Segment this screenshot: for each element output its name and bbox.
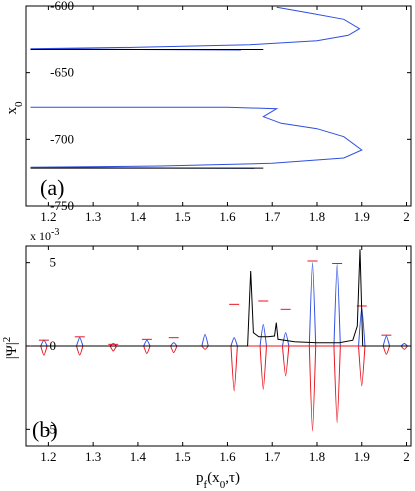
panel-b-scale-base: x 10 [30,229,51,243]
panel-b-red-peak [76,345,84,356]
panel-b-x-tick-label: 1.9 [354,449,370,464]
panel-a-series-0 [30,6,361,51]
panel-b-x-label-p: p [196,470,204,486]
panel-b-blue-peak [40,339,48,347]
panel-b-y-ticks: 5 0 -5 [26,255,411,436]
panel-a-x-tick-label: 1.4 [130,209,147,224]
panel-a-series-1 [30,106,363,169]
panel-a-x-tick-label: 2 [403,209,410,224]
panel-b-x-tick-label: 2 [403,449,410,464]
panel-a-x-tick-label: 1.2 [40,209,56,224]
panel-b-y-axis-label: |Ψ|2 [1,337,20,360]
panel-a-y-tick-label: -650 [50,65,74,80]
panel-a-y-tick-label: -700 [50,131,74,146]
panel-b-x-label-sub2: 0 [220,479,226,491]
panel-a-x-tick-label: 1.8 [309,209,325,224]
panel-b-x-label-rest: (x [207,470,220,486]
panel-b-red-peak [170,345,178,354]
panel-a-x-tick-label: 1.6 [219,209,236,224]
panel-b-red-peak [109,345,117,352]
panel-b-red-peak [382,345,391,355]
panel-b-red-peak [40,345,48,356]
panel-b-y-label-main: |Ψ| [4,342,20,359]
panel-b-x-tick-label: 1.8 [309,449,325,464]
panel-a-y-label-sub: 0 [13,101,25,107]
panel-a-label: (a) [40,175,64,200]
panel-b-y-tick-label: -5 [45,421,56,436]
panel-b-red-peak [201,345,209,350]
panel-b-red-peak [281,345,290,377]
panel-b-x-label-sub: f [204,479,208,491]
panel-b-red-peak [400,345,408,350]
panel-b-scale-label: x 10-3 [30,227,59,244]
panel-a-y-tick-label: -600 [50,0,74,13]
panel-b-label: (b) [32,417,58,442]
panel-a: 1.2 1.3 1.4 1.5 1.6 1.7 1.8 1.9 2 -600 -650 -700 -7… [4,0,412,224]
panel-b-x-tick-label: 1.7 [264,449,281,464]
panel-b-red-peak [333,345,341,424]
panel-b-x-tick-label: 1.6 [219,449,236,464]
panel-a-y-ticks: -600 -650 -700 -750 [26,0,411,213]
panel-b-blue-peak [382,335,391,347]
panel-b-red-peak [143,345,151,355]
panel-a-y-tick-label: -750 [50,198,74,213]
panel-a-y-label-main: x [4,107,20,115]
panel-a-x-tick-label: 1.9 [354,209,370,224]
panel-b-plot-area [26,249,411,432]
panel-b-x-tick-label: 1.4 [130,449,147,464]
panel-b-blue-peak [76,337,84,347]
panel-a-x-tick-label: 1.5 [175,209,191,224]
panel-b-blue-peak [230,337,238,347]
panel-b-blue-peak [201,333,209,347]
panel-b-red-peak [358,345,366,387]
panel-b-blue-peak [308,262,317,347]
panel-b-x-tick-label: 1.2 [40,449,56,464]
panel-a-y-axis-label: x0 [4,101,25,115]
panel-a-x-tick-label: 1.3 [85,209,101,224]
panel-b-x-axis-label: pf(x0,τ) [196,470,240,491]
panel-b-red-peak [230,345,238,392]
panel-b-x-ticks: 1.2 1.3 1.4 1.5 1.6 1.7 1.8 1.9 2 [40,246,410,464]
panel-b-blue-peak [259,323,267,347]
panel-b-blue-peak [170,342,178,347]
panel-b-blue-peak [333,263,341,347]
panel-b-red-peak [259,345,267,390]
panel-a-x-ticks: 1.2 1.3 1.4 1.5 1.6 1.7 1.8 1.9 2 [40,6,410,224]
panel-b-blue-peak [143,339,151,347]
panel-b-y-label-sup: 2 [1,337,13,343]
panel-b-red-peak [308,345,317,432]
panel-a-plot-area [30,6,363,169]
panel-b-black-curve [30,249,411,347]
panel-b-x-tick-label: 1.3 [85,449,101,464]
panel-b-y-tick-label: 0 [50,338,57,353]
panel-b-x-label-end: ,τ) [225,470,240,486]
panel-a-frame [25,5,412,207]
panel-b: 1.2 1.3 1.4 1.5 1.6 1.7 1.8 1.9 2 5 0 -5 x 10-3 |Ψ… [1,227,412,491]
panel-a-x-tick-label: 1.7 [264,209,281,224]
panel-b-blue-peak [281,332,290,347]
panel-b-x-tick-label: 1.5 [175,449,191,464]
panel-b-y-tick-label: 5 [50,255,57,270]
panel-b-blue-peak [400,342,408,347]
panel-b-scale-exp: -3 [51,227,59,238]
